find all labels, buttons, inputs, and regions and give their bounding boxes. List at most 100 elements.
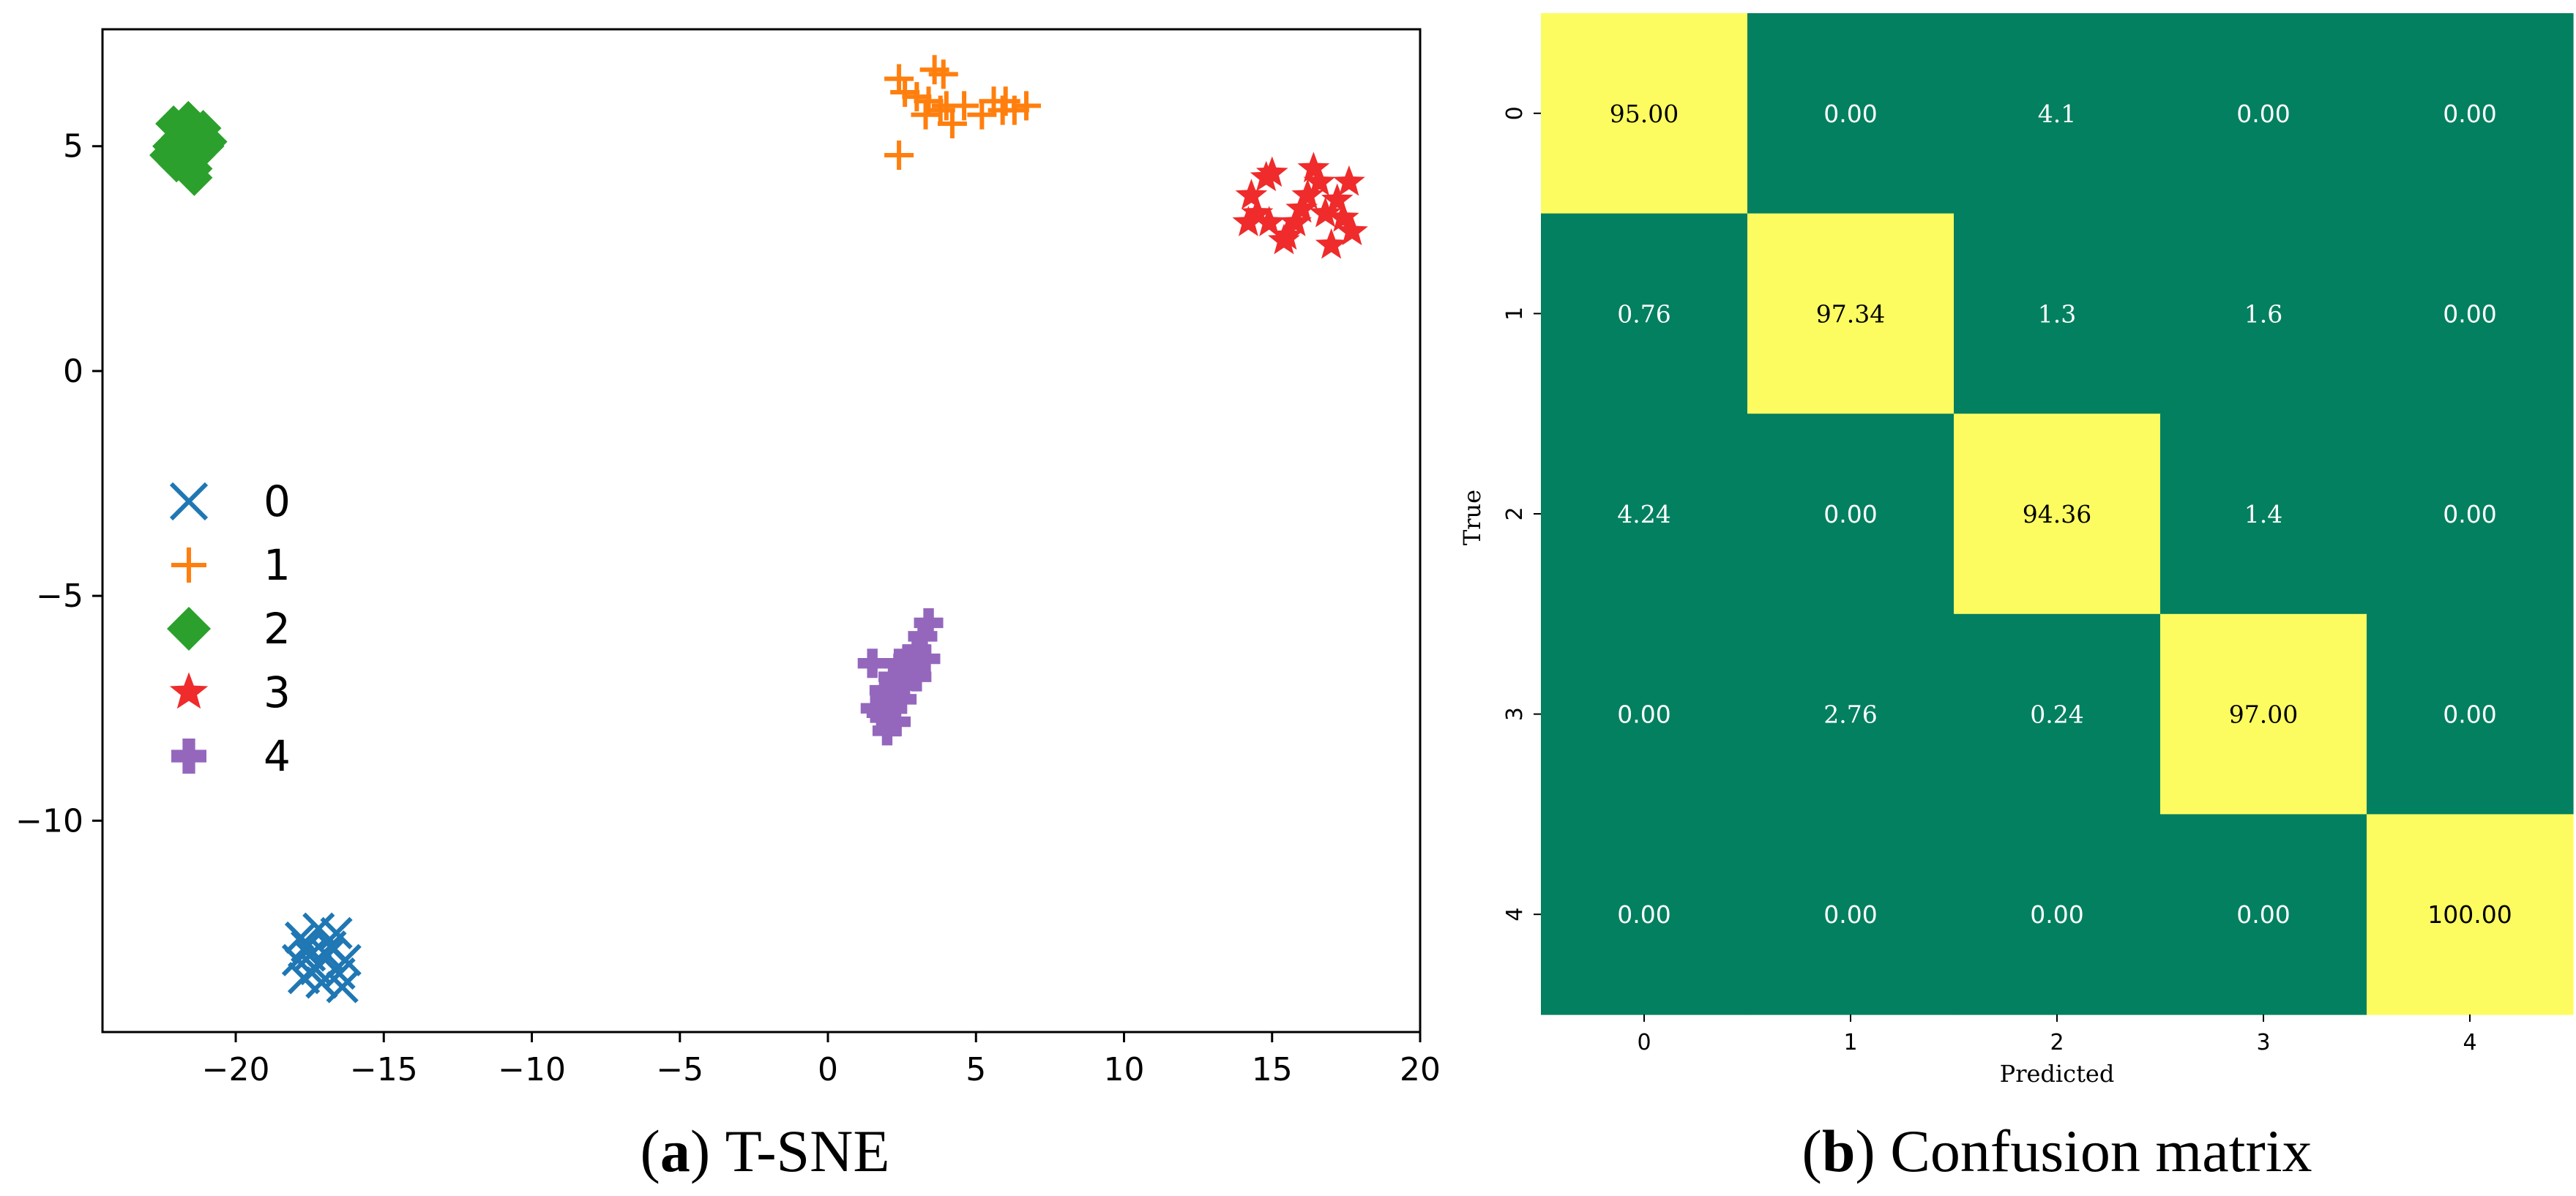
scatter-point-class-3: [1241, 196, 1274, 228]
x-tick-label: −5: [656, 1051, 703, 1088]
cm-cell: [2367, 814, 2574, 1015]
scatter-point-class-4: [878, 662, 908, 692]
cm-cell-value: 0.00: [2236, 900, 2290, 929]
legend-marker-4: [171, 739, 206, 774]
cm-cell-value: 0.24: [2030, 700, 2083, 729]
cm-cell: [2160, 213, 2367, 414]
legend-label-3: 3: [264, 668, 291, 717]
scatter-point-class-4: [875, 689, 905, 719]
caption-a-label: a: [660, 1118, 690, 1184]
cm-cell-value: 2.76: [1823, 700, 1877, 729]
cm-cell-value: 0.76: [1617, 299, 1670, 328]
cm-cell: [1541, 13, 1748, 214]
y-tick-label: 5: [63, 128, 83, 165]
scatter-point-class-1: [937, 109, 967, 139]
cm-y-tick-label: 3: [1502, 707, 1528, 721]
cm-cell-value: 0.00: [2443, 500, 2496, 528]
confusion-xlabel: Predicted: [2000, 1060, 2115, 1088]
scatter-point-class-1: [988, 95, 1018, 125]
scatter-point-class-3: [1321, 183, 1354, 214]
tsne-y-axis: 5 0 −5 −10: [15, 128, 102, 840]
cm-cell-value: 0.00: [2443, 100, 2496, 128]
cm-y-tick-label: 1: [1502, 307, 1528, 321]
caption-b-label: b: [1822, 1118, 1856, 1184]
cm-cell: [2367, 613, 2574, 815]
x-tick-label: 20: [1400, 1051, 1441, 1088]
cm-cell: [1747, 213, 1955, 414]
confusion-x-ticks: 0 1 2 3 4: [1637, 1014, 2477, 1055]
cm-cell-value: 0.00: [1617, 900, 1670, 929]
cm-cell: [1747, 814, 1955, 1015]
legend-label-0: 0: [264, 476, 291, 526]
legend-label-1: 1: [264, 540, 291, 590]
cm-cell-value: 0.00: [1823, 100, 1877, 128]
scatter-point-class-3: [1303, 165, 1336, 196]
scatter-point-class-1: [1012, 91, 1042, 121]
cm-cell: [2160, 814, 2367, 1015]
caption-a-text: T-SNE: [725, 1118, 890, 1184]
x-tick-label: 10: [1104, 1051, 1145, 1088]
cm-y-tick-label: 0: [1502, 106, 1528, 120]
scatter-point-class-3: [1255, 156, 1288, 187]
tsne-points: [149, 55, 1368, 1003]
scatter-point-class-3: [1333, 165, 1365, 196]
y-tick-label: −10: [15, 802, 83, 840]
x-tick-label: 15: [1252, 1051, 1293, 1088]
legend-label-4: 4: [264, 731, 291, 781]
scatter-point-class-3: [1297, 152, 1330, 183]
cm-cell: [1541, 613, 1748, 815]
cm-y-tick-label: 4: [1502, 908, 1528, 922]
cm-x-tick-label: 3: [2256, 1030, 2270, 1055]
caption-b-text: Confusion matrix: [1890, 1118, 2312, 1184]
cm-cell-value: 97.34: [1816, 299, 1885, 328]
cm-cell-value: 94.36: [2023, 500, 2091, 528]
cm-cell: [2367, 13, 2574, 214]
x-tick-label: 0: [818, 1051, 838, 1088]
scatter-point-class-2: [176, 159, 213, 196]
cm-cell: [1954, 414, 2161, 615]
cm-cell-value: 0.00: [2443, 700, 2496, 729]
cm-cell: [1541, 814, 1748, 1015]
x-tick-label: −20: [202, 1051, 270, 1088]
confusion-y-ticks: 0 1 2 3 4: [1502, 106, 1541, 922]
cm-x-tick-label: 1: [1843, 1030, 1857, 1055]
cm-cell: [1747, 613, 1955, 815]
scatter-point-class-0: [299, 952, 332, 986]
cm-x-tick-label: 0: [1637, 1030, 1651, 1055]
cm-cell: [1541, 213, 1748, 414]
scatter-point-class-4: [899, 653, 929, 683]
caption-b: (b) Confusion matrix: [1802, 1118, 2312, 1184]
cm-cell-value: 4.24: [1617, 500, 1670, 528]
scatter-point-class-3: [1336, 214, 1368, 246]
cm-cell: [2367, 213, 2574, 414]
scatter-point-class-1: [884, 64, 914, 94]
tsne-panel: −20 −15 −10 −5 0 5 10 15 20 5 0 −5 −10 0 1 2 3 4: [15, 28, 1441, 1088]
cm-x-tick-label: 2: [2050, 1030, 2064, 1055]
cm-cell-value: 1.3: [2038, 299, 2076, 328]
scatter-point-class-4: [869, 676, 899, 706]
cm-cell-value: 0.00: [2443, 299, 2496, 328]
scatter-point-class-4: [881, 707, 911, 737]
scatter-point-class-1: [884, 141, 914, 171]
cm-cell-value: 95.00: [1610, 100, 1679, 128]
confusion-cells: 95.00 0.00 4.1 0.00 0.00 0.76 97.34 1.3 1.6 0.00 4…: [1541, 13, 2574, 1015]
scatter-point-class-3: [1291, 179, 1324, 209]
x-tick-label: −15: [350, 1051, 418, 1088]
cm-cell: [2367, 414, 2574, 615]
cm-cell: [1954, 13, 2161, 214]
legend-marker-2: [167, 607, 211, 651]
y-tick-label: −5: [36, 578, 83, 615]
scatter-point-class-4: [872, 716, 902, 746]
scatter-point-class-4: [914, 608, 944, 638]
cm-cell-value: 1.4: [2244, 500, 2282, 528]
cm-y-tick-label: 2: [1502, 507, 1528, 520]
cm-cell: [1747, 414, 1955, 615]
caption-a: (a) T-SNE: [641, 1118, 890, 1184]
scatter-point-class-3: [1280, 206, 1312, 236]
confusion-ylabel: True: [1458, 490, 1486, 545]
legend-marker-0: [169, 482, 209, 521]
confusion-panel: 95.00 0.00 4.1 0.00 0.00 0.76 97.34 1.3 1.6 0.00 4…: [1458, 13, 2574, 1088]
cm-cell-value: 0.00: [2236, 100, 2290, 128]
cm-cell-value: 100.00: [2427, 900, 2512, 929]
